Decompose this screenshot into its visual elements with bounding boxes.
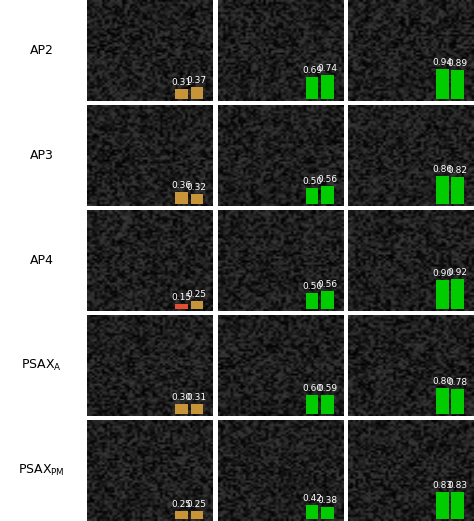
Text: 0.32: 0.32 (187, 182, 207, 192)
Text: 0.56: 0.56 (317, 175, 337, 184)
Bar (175, 511, 188, 519)
Text: 0.50: 0.50 (302, 177, 322, 186)
Text: 0.31: 0.31 (187, 393, 207, 402)
Bar (321, 507, 334, 519)
Text: 0.38: 0.38 (317, 495, 337, 505)
Bar (436, 492, 449, 519)
Bar (191, 301, 203, 309)
Text: 0.86: 0.86 (432, 165, 453, 174)
Text: 0.36: 0.36 (172, 181, 192, 190)
Bar (436, 388, 449, 414)
Bar (191, 404, 203, 414)
Text: AP4: AP4 (29, 254, 54, 267)
Bar (175, 404, 188, 414)
Bar (436, 280, 449, 309)
Text: 0.83: 0.83 (447, 481, 468, 490)
Bar (191, 194, 203, 204)
Text: 0.25: 0.25 (172, 500, 192, 509)
Text: 0.69: 0.69 (302, 66, 322, 75)
Text: 0.30: 0.30 (172, 393, 192, 402)
Bar (191, 511, 203, 519)
Text: 0.37: 0.37 (187, 76, 207, 85)
Bar (436, 69, 449, 99)
Text: 0.25: 0.25 (187, 500, 207, 509)
Text: 0.59: 0.59 (317, 384, 337, 393)
Text: 0.50: 0.50 (302, 282, 322, 291)
Text: 0.82: 0.82 (447, 166, 468, 176)
Text: 0.60: 0.60 (302, 383, 322, 392)
Text: PSAX$_\mathregular{PM}$: PSAX$_\mathregular{PM}$ (18, 463, 65, 478)
Bar (451, 389, 464, 414)
Text: 0.74: 0.74 (317, 64, 337, 73)
Bar (321, 395, 334, 414)
Text: 0.94: 0.94 (433, 57, 453, 67)
Bar (306, 188, 319, 204)
Text: 0.89: 0.89 (447, 59, 468, 68)
Bar (321, 75, 334, 99)
Bar (321, 291, 334, 309)
Text: 0.25: 0.25 (187, 290, 207, 299)
Text: 0.56: 0.56 (317, 280, 337, 289)
Text: 0.78: 0.78 (447, 378, 468, 387)
Bar (306, 394, 319, 414)
Bar (306, 77, 319, 99)
Text: 0.15: 0.15 (172, 293, 192, 302)
Text: 0.42: 0.42 (302, 494, 322, 503)
Bar (175, 192, 188, 204)
Bar (175, 89, 188, 99)
Bar (191, 87, 203, 99)
Bar (306, 293, 319, 309)
Text: AP2: AP2 (29, 44, 54, 57)
Text: 0.83: 0.83 (432, 481, 453, 490)
Text: 0.90: 0.90 (432, 269, 453, 278)
Bar (451, 279, 464, 309)
Text: 0.31: 0.31 (172, 78, 192, 87)
Text: AP3: AP3 (29, 149, 54, 162)
Bar (451, 492, 464, 519)
Bar (451, 70, 464, 99)
Bar (321, 186, 334, 204)
Text: PSAX$_\mathregular{A}$: PSAX$_\mathregular{A}$ (21, 358, 62, 373)
Bar (306, 505, 319, 519)
Bar (175, 304, 188, 309)
Text: 0.80: 0.80 (432, 377, 453, 386)
Bar (451, 178, 464, 204)
Text: 0.92: 0.92 (447, 268, 468, 277)
Bar (436, 176, 449, 204)
